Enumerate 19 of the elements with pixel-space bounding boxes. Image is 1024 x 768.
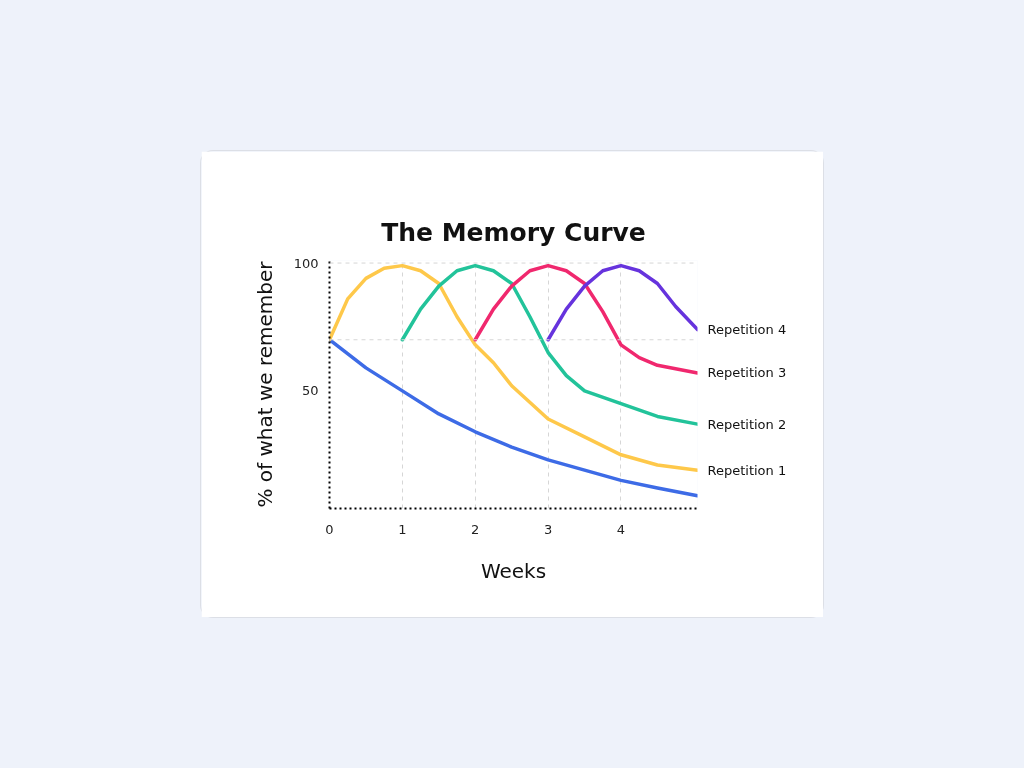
line-series bbox=[329, 338, 698, 498]
series-label: Repetition 1 bbox=[707, 462, 787, 478]
x-tick-label: 0 bbox=[325, 521, 334, 537]
series-label: Repetition 4 bbox=[707, 322, 787, 338]
x-tick-label: 2 bbox=[471, 521, 480, 537]
series-label: Repetition 2 bbox=[707, 416, 787, 432]
x-tick-label: 1 bbox=[398, 521, 407, 537]
line-series bbox=[473, 263, 698, 375]
y-axis-title: % of what we remember bbox=[252, 260, 277, 508]
y-tick-label: 100 bbox=[293, 255, 319, 271]
series-label: Repetition 3 bbox=[707, 365, 787, 381]
y-tick-label: 50 bbox=[301, 383, 319, 399]
line-series bbox=[400, 263, 698, 426]
line-series bbox=[329, 263, 698, 472]
x-tick-label: 3 bbox=[543, 521, 553, 537]
x-tick-label: 4 bbox=[616, 521, 626, 537]
x-axis-title: Weeks bbox=[480, 558, 547, 583]
line-series bbox=[546, 263, 698, 342]
chart-title: The Memory Curve bbox=[381, 217, 646, 247]
